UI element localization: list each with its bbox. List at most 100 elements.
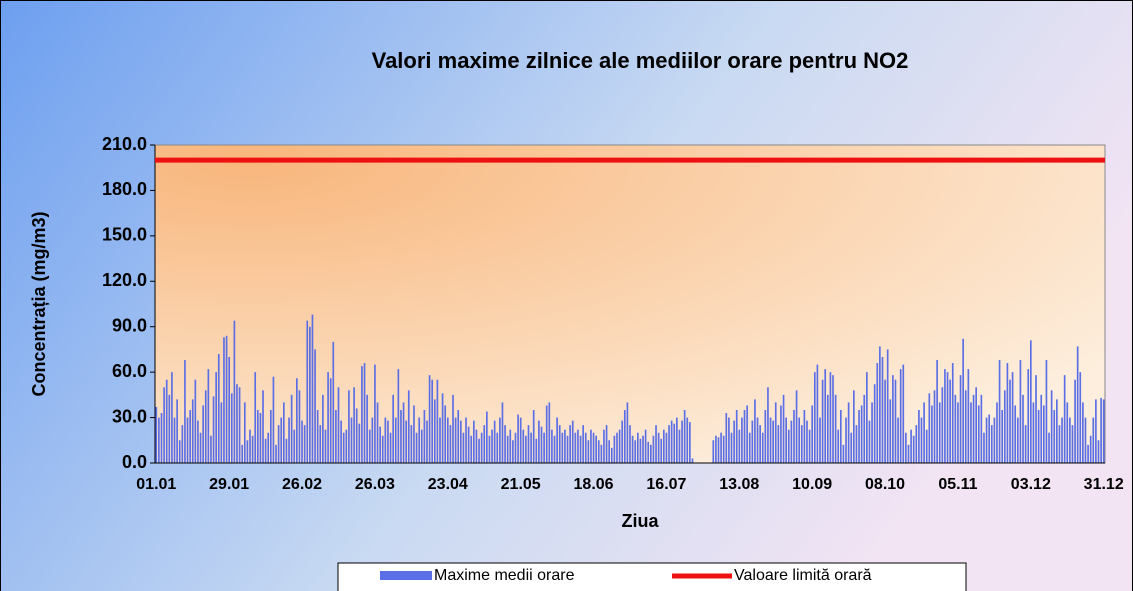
bar [545,405,548,463]
bar [332,341,335,463]
bar [400,410,402,463]
bar [204,390,207,463]
bar [1076,346,1079,463]
bar [892,375,894,463]
bar [262,390,264,463]
bar [668,425,670,463]
bar [1024,425,1027,463]
bar [488,435,491,463]
bar [379,426,381,463]
bar [256,410,259,463]
bar [215,372,217,463]
bar [605,425,608,463]
bar [275,444,277,463]
bar [574,432,577,463]
bar [551,429,553,463]
x-tick-label: 29.01 [209,476,249,493]
bar [785,417,787,463]
bar [767,387,769,463]
bar [592,432,595,463]
bar [452,394,454,463]
bar [1037,410,1040,463]
plot-area [154,144,1106,464]
bar [889,399,892,463]
bar [1071,425,1074,463]
bar [361,366,363,463]
bar [178,440,181,463]
bar [238,387,241,463]
bar [436,379,439,463]
bar [225,335,228,463]
bar [1089,435,1092,463]
bar [428,375,431,463]
bar [676,417,678,463]
y-tick-label: 30.0 [112,406,147,426]
bar [197,420,199,463]
bar [959,375,962,463]
bar [803,410,806,463]
bar [530,432,532,463]
bar [717,437,720,463]
bar [303,425,306,463]
bar [873,384,876,463]
bar [866,372,868,463]
bar [824,369,827,463]
bar [853,390,855,463]
bar [751,420,754,463]
bar [462,432,465,463]
bar [756,417,759,463]
bar [774,402,777,463]
bar [600,444,603,463]
bar [210,435,212,463]
bar [478,438,480,463]
bar [858,410,860,463]
bar [441,393,444,463]
bar [850,432,853,463]
bar [660,438,663,463]
bar [879,346,881,463]
bar [1032,402,1035,463]
bar [1063,375,1066,463]
x-tick-label: 03.12 [1011,476,1051,493]
bar [644,429,647,463]
x-tick-label: 16.07 [646,476,686,493]
bar [413,405,415,463]
bar [980,394,983,463]
bar [538,420,540,463]
bar [381,435,384,463]
bar [1043,405,1045,463]
bar [915,425,918,463]
bar [207,369,210,463]
bar [636,432,639,463]
bar [348,390,350,463]
x-axis-title: Ziua [621,511,659,531]
bar [1003,390,1006,463]
bar [910,429,912,463]
bar [509,429,512,463]
bar [777,425,780,463]
bar [590,429,592,463]
bar [1082,402,1084,463]
bar [233,320,236,463]
bar [335,410,337,463]
bar [839,410,842,463]
bar [957,402,959,463]
bar [829,372,832,463]
bar [426,420,428,463]
bar [681,420,683,463]
bar [595,435,597,463]
bar [871,402,873,463]
bar [1050,390,1053,463]
bar [834,394,837,463]
x-tick-label: 31.12 [1084,476,1124,493]
bar [1009,379,1011,463]
bar [301,420,303,463]
bar [171,372,173,463]
bar [923,402,925,463]
bar [415,432,418,463]
bar [1092,417,1095,463]
bar [290,394,293,463]
bar [832,375,834,463]
bar [918,410,920,463]
x-tick-label: 01.01 [136,476,176,493]
